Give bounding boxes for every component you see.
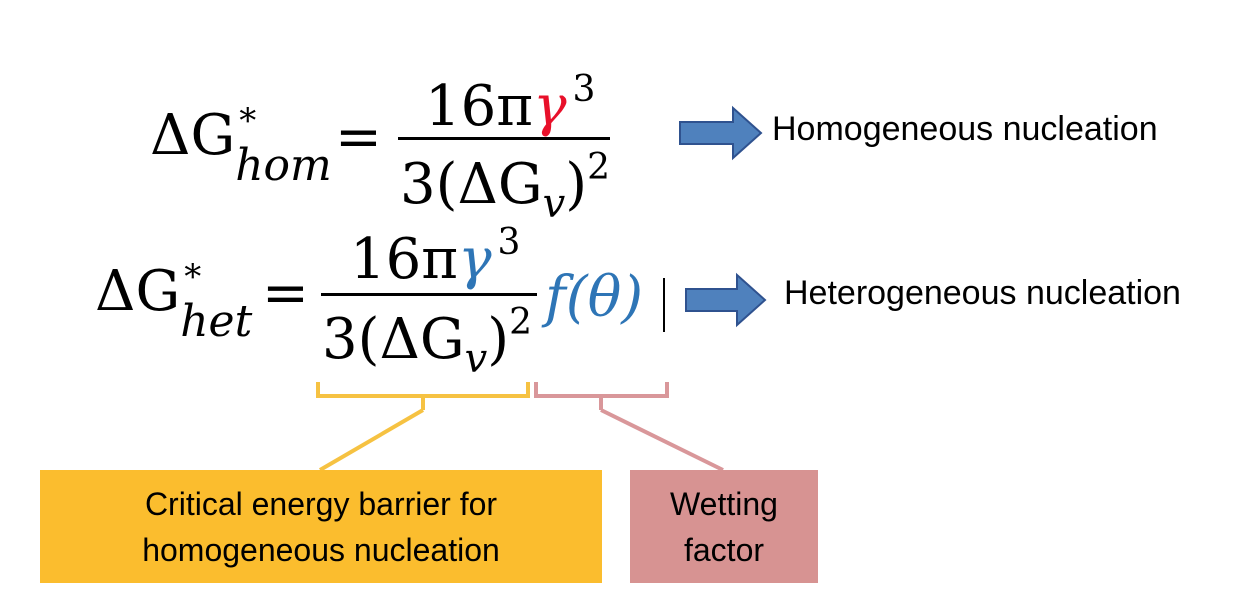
eq-het-num-exp: 3 <box>497 222 521 263</box>
callout-wetting-line1: Wetting <box>670 485 778 522</box>
label-homogeneous: Homogeneous nucleation <box>772 110 1158 148</box>
eq-hom-equals: = <box>335 105 382 170</box>
text-cursor <box>663 278 665 332</box>
eq-hom-lhs: ΔG * hom <box>150 104 332 188</box>
eq-hom-denominator: 3(ΔGv)2 <box>400 147 611 227</box>
callout-wetting: Wetting factor <box>630 470 818 583</box>
eq-het-den-exp: 2 <box>509 302 533 343</box>
eq-hom-delta-g: ΔG <box>150 103 236 168</box>
callout-critical-barrier: Critical energy barrier for homogeneous … <box>40 470 602 583</box>
eq-hom-gamma: γ <box>533 74 567 139</box>
eq-hom-den-sub: v <box>542 181 566 227</box>
eq-het-wetting-term: f(θ) <box>545 265 644 330</box>
eq-hom-num-exp: 3 <box>572 69 596 110</box>
bracket-critical-barrier <box>316 382 530 410</box>
eq-het-fraction-bar <box>321 293 537 296</box>
eq-het-den-sub: v <box>464 336 488 382</box>
eq-hom-den-main: 3(ΔG <box>400 152 543 217</box>
eq-hom-den-close: ) <box>565 152 588 217</box>
connector-critical-barrier <box>318 408 425 472</box>
eq-hom-fraction-bar <box>398 137 610 140</box>
eq-hom-den-exp: 2 <box>587 147 611 188</box>
callout-critical-barrier-line2: homogeneous nucleation <box>142 531 500 568</box>
arrow-homogeneous-icon <box>679 105 763 161</box>
eq-het-lhs: ΔG * het <box>95 260 252 344</box>
eq-het-den-close: ) <box>487 307 510 372</box>
eq-het-subscript: het <box>180 296 253 347</box>
eq-het-delta-g: ΔG <box>95 259 181 324</box>
bracket-wetting <box>534 382 669 410</box>
arrow-heterogeneous-icon <box>685 272 767 328</box>
callout-wetting-line2: factor <box>683 531 765 568</box>
eq-het-numerator: 16πγ 3 <box>350 225 520 288</box>
eq-het-superscript: * <box>184 257 202 297</box>
eq-hom-subscript: hom <box>235 140 332 191</box>
eq-het-equals: = <box>262 261 309 326</box>
eq-het-denominator: 3(ΔGv)2 <box>322 302 533 382</box>
eq-het-gamma: γ <box>458 227 492 292</box>
callout-critical-barrier-line1: Critical energy barrier for <box>144 485 498 522</box>
eq-het-coeff: 16π <box>350 227 459 292</box>
eq-hom-coeff: 16π <box>425 74 534 139</box>
eq-het-den-main: 3(ΔG <box>322 307 465 372</box>
eq-hom-numerator: 16πγ 3 <box>425 72 595 135</box>
eq-hom-superscript: * <box>239 101 257 141</box>
label-heterogeneous: Heterogeneous nucleation <box>784 274 1181 312</box>
connector-wetting <box>600 408 724 472</box>
